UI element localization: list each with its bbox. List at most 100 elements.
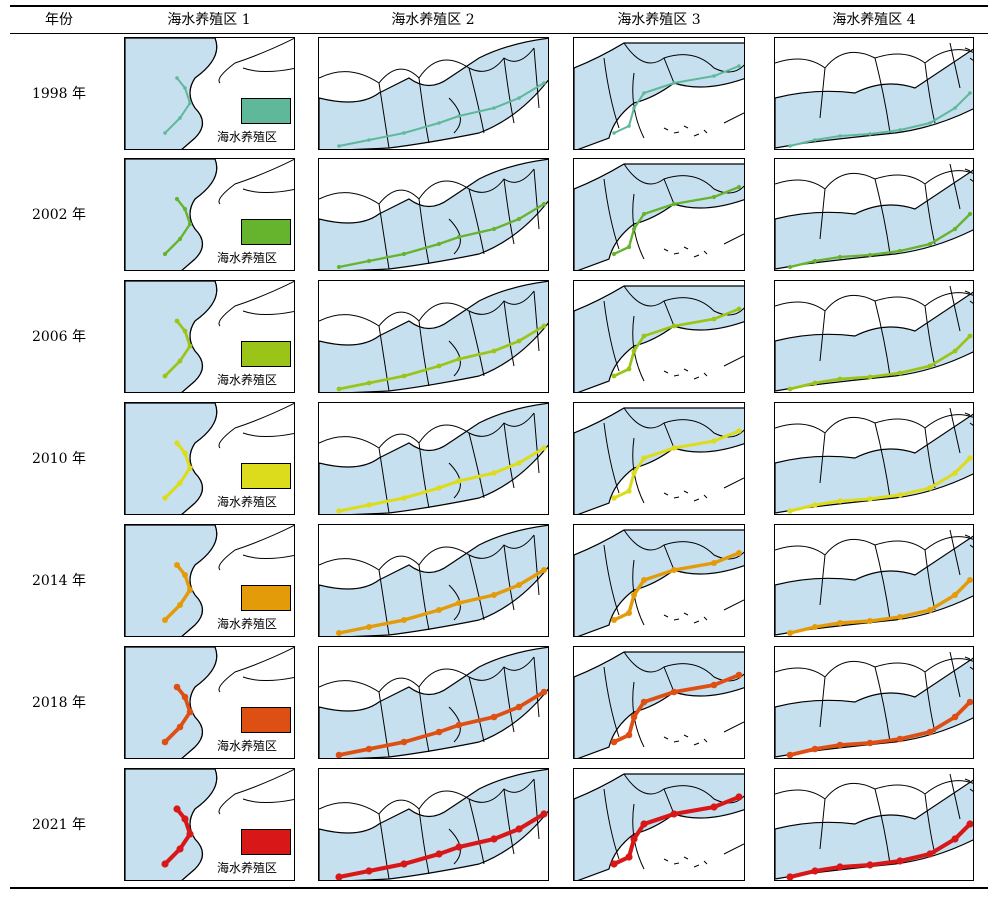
map-panel-zone-4 (774, 402, 974, 515)
coastline-outline (125, 38, 218, 149)
aquaculture-patch (176, 845, 184, 853)
aquaculture-patch (457, 114, 461, 118)
aquaculture-patch (626, 610, 632, 616)
aquaculture-patch (736, 550, 742, 556)
aquaculture-patch (867, 496, 873, 502)
aquaculture-patch (710, 803, 718, 811)
admin-boundaries (775, 285, 973, 377)
aquaculture-patch (927, 485, 933, 491)
legend-swatch (241, 98, 291, 124)
map-panel-zone-4 (774, 37, 974, 150)
header-zone-4: 海水养殖区 4 (832, 12, 916, 28)
coastline-map (125, 647, 294, 758)
aquaculture-area (337, 690, 546, 757)
coastline-outline (319, 769, 548, 880)
land-area (319, 38, 548, 149)
coastline-map (775, 773, 973, 880)
aquaculture-patch (177, 358, 183, 364)
aquaculture-patch (967, 211, 973, 217)
aquaculture-patch (366, 258, 372, 264)
legend-label: 海水养殖区 (216, 617, 277, 631)
aquaculture-patch (173, 805, 181, 813)
legend-swatch (241, 707, 291, 733)
map-panel-zone-2 (318, 402, 549, 515)
aquaculture-patch (926, 728, 934, 736)
aquaculture-patch (161, 860, 169, 868)
coastline-map (319, 769, 548, 880)
aquaculture-patch (896, 735, 904, 743)
aquaculture-patch (336, 386, 342, 392)
aquaculture-patch (812, 502, 818, 508)
aquaculture-patch (181, 693, 189, 701)
aquaculture-patch (786, 751, 794, 758)
aquaculture-area (338, 82, 545, 147)
aquaculture-patch (541, 201, 547, 207)
land-area (574, 164, 744, 270)
aquaculture-patch (671, 323, 677, 329)
coastline-map (775, 407, 973, 514)
aquaculture-patch (175, 76, 179, 80)
aquaculture-patch (400, 860, 408, 868)
aquaculture-patch (492, 106, 496, 110)
map-panel-zone-4 (774, 646, 974, 759)
year-label: 2021 年 (31, 816, 87, 833)
aquaculture-patch (516, 338, 522, 344)
aquaculture-patch (174, 440, 180, 446)
land-area (574, 43, 744, 149)
year-label: 1998 年 (31, 85, 87, 102)
aquaculture-patch (968, 91, 972, 95)
aquaculture-patch (897, 248, 903, 254)
aquaculture-patch (515, 703, 523, 711)
map-panel-zone-3 (573, 524, 745, 637)
aquaculture-patch (516, 216, 522, 222)
aquaculture-patch (838, 134, 842, 138)
aquaculture-patch (515, 825, 523, 833)
aquaculture-patch (711, 316, 717, 322)
aquaculture-patch (174, 196, 180, 202)
aquaculture-patch (541, 323, 547, 329)
land-area (319, 403, 548, 514)
coastline-outline (574, 773, 744, 880)
legend-swatch (241, 463, 291, 489)
aquaculture-patch (951, 835, 959, 843)
aquaculture-patch (456, 478, 462, 484)
map-panel-zone-1: 海水养殖区 (124, 768, 295, 881)
aquaculture-patch (627, 124, 631, 128)
aquaculture-patch (966, 698, 973, 706)
coastline-outline (125, 647, 218, 758)
header-zone-2: 海水养殖区 2 (391, 12, 475, 28)
aquaculture-patch (366, 502, 372, 508)
coastline-map (574, 285, 744, 392)
coastline-outline (775, 169, 973, 270)
aquaculture-patch (711, 194, 717, 200)
aquaculture-patch (626, 366, 632, 372)
coastline-outline (775, 413, 973, 514)
aquaculture-patch (812, 380, 818, 386)
map-panel-zone-1: 海水养殖区 (124, 37, 295, 150)
coastline-outline (125, 403, 218, 514)
coastline-map (125, 769, 294, 880)
admin-boundaries (775, 163, 973, 255)
year-label: 2002 年 (31, 206, 87, 223)
aquaculture-patch (812, 624, 818, 630)
coastline-map (574, 651, 744, 758)
coastline-map (775, 163, 973, 270)
table-top-rule (10, 5, 988, 7)
aquaculture-area (788, 212, 972, 269)
coastline-outline (319, 38, 548, 149)
map-panel-zone-1: 海水养殖区 (124, 158, 295, 271)
aquaculture-patch (542, 81, 546, 85)
aquaculture-patch (868, 132, 872, 136)
aquaculture-patch (336, 508, 342, 514)
aquaculture-patch (897, 614, 903, 620)
aquaculture-patch (163, 131, 167, 135)
coastline-map (319, 38, 548, 149)
header-year: 年份 (45, 12, 73, 28)
aquaculture-patch (837, 254, 843, 260)
aquaculture-patch (867, 618, 873, 624)
aquaculture-patch (626, 244, 632, 250)
aquaculture-patch (162, 495, 168, 501)
map-panel-zone-2 (318, 768, 549, 881)
aquaculture-patch (367, 138, 371, 142)
coastline-outline (125, 525, 218, 636)
